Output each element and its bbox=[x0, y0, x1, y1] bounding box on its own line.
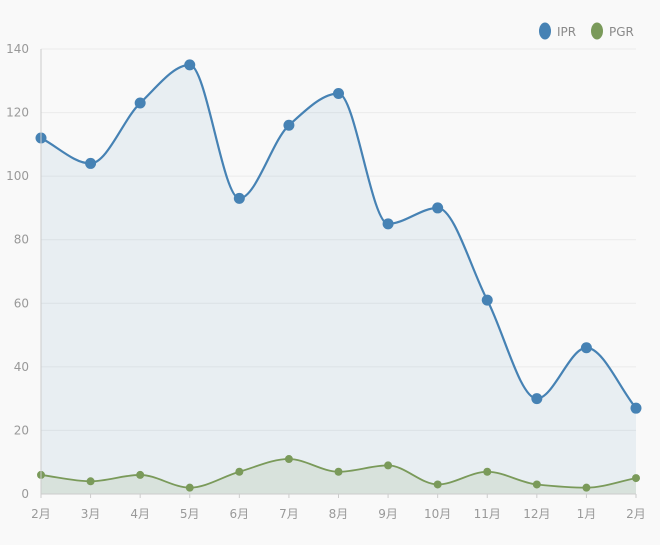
x-tick-label: 12月 bbox=[523, 507, 550, 521]
data-point-ipr[interactable] bbox=[531, 393, 543, 405]
data-point-ipr[interactable] bbox=[85, 157, 97, 169]
legend-label: IPR bbox=[557, 25, 576, 39]
axis-layer: 0 20 40 60 80 100 120 140 2月 3月 4月 5月 6月 7月 8月 9月 10月 11月… bbox=[6, 42, 646, 521]
legend-swatch bbox=[539, 22, 551, 40]
y-tick-label: 100 bbox=[6, 169, 29, 183]
data-point-pgr[interactable] bbox=[284, 455, 293, 464]
legend-item-pgr[interactable]: PGR bbox=[591, 22, 634, 40]
series-area-pgr bbox=[41, 459, 636, 494]
data-point-ipr[interactable] bbox=[481, 294, 493, 306]
data-point-pgr[interactable] bbox=[582, 483, 591, 492]
x-tick-label: 8月 bbox=[329, 507, 349, 521]
x-tick-label: 11月 bbox=[474, 507, 501, 521]
data-point-ipr[interactable] bbox=[184, 59, 196, 71]
legend-item-ipr[interactable]: IPR bbox=[539, 22, 576, 40]
data-point-ipr[interactable] bbox=[382, 218, 394, 230]
x-tick-label: 4月 bbox=[130, 507, 150, 521]
point-layer bbox=[35, 59, 642, 492]
data-point-pgr[interactable] bbox=[86, 477, 95, 486]
y-tick-label: 60 bbox=[14, 296, 29, 310]
x-tick-label: 7月 bbox=[279, 507, 299, 521]
data-point-pgr[interactable] bbox=[433, 480, 442, 489]
data-point-ipr[interactable] bbox=[134, 97, 146, 109]
x-tick-label: 1月 bbox=[577, 507, 597, 521]
data-point-pgr[interactable] bbox=[532, 480, 541, 489]
y-tick-label: 20 bbox=[14, 423, 29, 437]
x-tick-label: 6月 bbox=[230, 507, 250, 521]
data-point-pgr[interactable] bbox=[483, 467, 492, 476]
data-point-ipr[interactable] bbox=[630, 402, 642, 414]
data-point-ipr[interactable] bbox=[580, 342, 592, 354]
data-point-ipr[interactable] bbox=[283, 119, 295, 131]
area-layer bbox=[41, 64, 636, 495]
y-tick-label: 140 bbox=[6, 42, 29, 56]
x-tick-label: 2月 bbox=[31, 507, 51, 521]
data-point-ipr[interactable] bbox=[233, 192, 245, 204]
data-point-ipr[interactable] bbox=[333, 88, 344, 99]
data-point-pgr[interactable] bbox=[235, 467, 244, 476]
y-tick-label: 0 bbox=[21, 487, 29, 501]
series-area-ipr bbox=[41, 64, 636, 495]
x-tick-label: 3月 bbox=[81, 507, 101, 521]
legend-label: PGR bbox=[609, 25, 634, 39]
x-tick-label: 5月 bbox=[180, 507, 200, 521]
x-tick-label: 9月 bbox=[378, 507, 398, 521]
data-point-pgr[interactable] bbox=[334, 467, 343, 476]
y-tick-label: 40 bbox=[14, 360, 29, 374]
y-tick-label: 80 bbox=[14, 233, 29, 247]
data-point-pgr[interactable] bbox=[632, 474, 640, 483]
data-point-ipr[interactable] bbox=[432, 202, 444, 214]
x-tick-label: 10月 bbox=[424, 507, 451, 521]
y-tick-label: 120 bbox=[6, 106, 29, 120]
legend-swatch bbox=[591, 22, 603, 40]
chart-legend: IPR PGR bbox=[539, 22, 634, 40]
data-point-pgr[interactable] bbox=[136, 470, 145, 479]
data-point-pgr[interactable] bbox=[384, 461, 393, 470]
x-tick-label: 2月 bbox=[626, 507, 646, 521]
data-point-pgr[interactable] bbox=[185, 483, 194, 492]
grid-layer bbox=[41, 48, 636, 431]
